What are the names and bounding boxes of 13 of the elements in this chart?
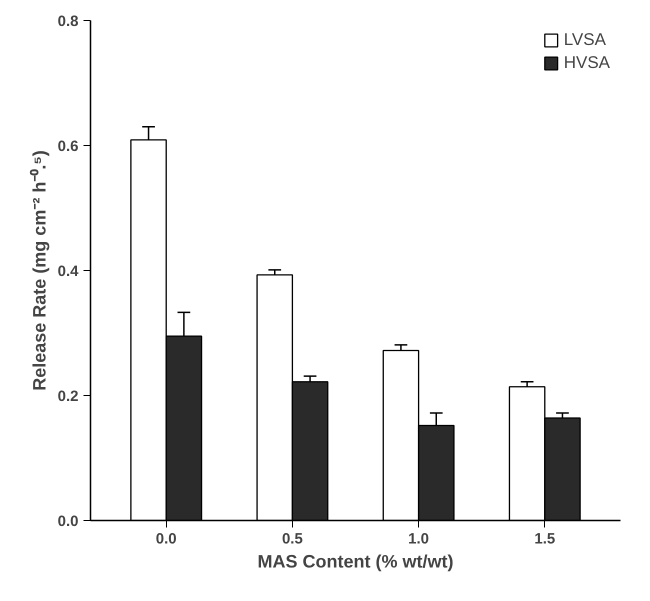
x-tick-label: 0.0	[156, 530, 177, 548]
text: 0.0	[58, 513, 79, 530]
x-tick-label: 1.5	[534, 530, 556, 548]
y-axis-title: Release Rate (mg cm⁻² h⁻⁰.⁵)	[30, 150, 50, 391]
legend-label: HVSA	[564, 53, 610, 73]
x-tick-label: 1.0	[408, 530, 430, 548]
y-tick-label: 0.6	[58, 138, 79, 155]
y-tick-label: 0.4	[58, 263, 80, 280]
legend-label: LVSA	[564, 30, 606, 50]
x-axis-title: MAS Content (% wt/wt)	[258, 552, 454, 572]
y-tick-label: 0.2	[58, 388, 79, 405]
y-tick-label: 0.8	[58, 13, 79, 30]
x-tick-label: 0.5	[282, 530, 303, 548]
